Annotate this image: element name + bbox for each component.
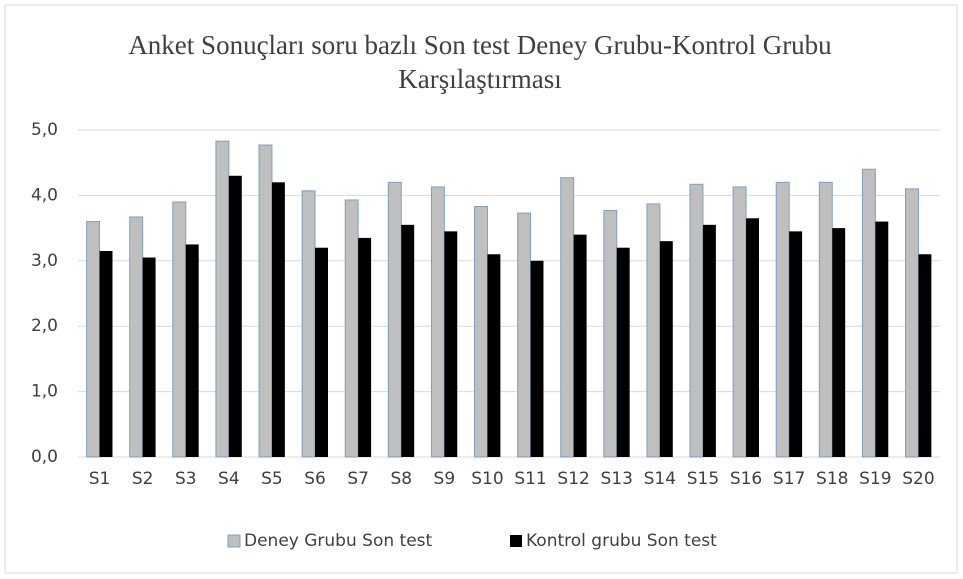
bar bbox=[271, 182, 285, 457]
bar bbox=[646, 203, 661, 458]
bar bbox=[517, 212, 532, 458]
y-tick-label: 1,0 bbox=[31, 382, 58, 402]
bar bbox=[861, 168, 876, 458]
legend-label: Kontrol grubu Son test bbox=[526, 531, 717, 551]
bar bbox=[358, 237, 372, 457]
x-tick-label: S6 bbox=[304, 469, 326, 489]
legend-swatch bbox=[227, 534, 241, 548]
x-tick-label: S19 bbox=[859, 469, 891, 489]
bar bbox=[185, 244, 199, 457]
bar bbox=[702, 224, 716, 457]
bar bbox=[832, 228, 846, 457]
x-tick-label: S18 bbox=[816, 469, 848, 489]
bar bbox=[573, 234, 587, 457]
x-tick-label: S3 bbox=[175, 469, 197, 489]
chart-title: Anket Sonuçları soru bazlı Son test Dene… bbox=[128, 30, 832, 94]
bar bbox=[732, 186, 747, 458]
x-tick-label: S7 bbox=[347, 469, 369, 489]
x-tick-label: S4 bbox=[218, 469, 240, 489]
bar bbox=[474, 206, 488, 458]
bar bbox=[530, 260, 544, 457]
bar bbox=[228, 175, 242, 457]
y-tick-label: 2,0 bbox=[31, 316, 58, 336]
x-tick-label: S14 bbox=[644, 469, 676, 489]
bar bbox=[616, 247, 630, 457]
bar bbox=[129, 216, 144, 458]
bar bbox=[258, 144, 273, 458]
bar bbox=[401, 224, 415, 457]
bar bbox=[746, 218, 759, 457]
y-tick-label: 4,0 bbox=[31, 185, 58, 205]
bar bbox=[789, 231, 803, 457]
bar bbox=[99, 250, 113, 457]
bar bbox=[689, 183, 704, 458]
y-tick-label: 5,0 bbox=[31, 120, 58, 140]
x-tick-label: S12 bbox=[557, 469, 589, 489]
x-tick-label: S8 bbox=[390, 469, 412, 489]
bar bbox=[172, 201, 187, 458]
bar bbox=[142, 257, 156, 457]
y-tick-label: 0,0 bbox=[31, 447, 58, 467]
x-tick-label: S11 bbox=[514, 469, 546, 489]
x-tick-label: S5 bbox=[261, 469, 283, 489]
bar bbox=[560, 177, 575, 458]
bar bbox=[875, 221, 889, 457]
x-tick-label: S17 bbox=[773, 469, 805, 489]
bar bbox=[315, 247, 328, 457]
x-tick-label: S9 bbox=[434, 469, 456, 489]
bar bbox=[344, 199, 359, 458]
bar bbox=[86, 221, 101, 458]
y-tick-label: 3,0 bbox=[31, 251, 58, 271]
bar bbox=[387, 181, 402, 458]
x-tick-label: S1 bbox=[89, 469, 111, 489]
bar bbox=[430, 186, 445, 458]
legend-label: Deney Grubu Son test bbox=[244, 531, 433, 551]
bar bbox=[301, 190, 316, 458]
bar bbox=[487, 254, 501, 457]
x-tick-label: S16 bbox=[730, 469, 762, 489]
bar bbox=[659, 241, 673, 457]
x-tick-label: S15 bbox=[687, 469, 719, 489]
x-tick-label: S13 bbox=[601, 469, 633, 489]
bar bbox=[918, 254, 932, 457]
bar bbox=[215, 140, 230, 458]
x-tick-label: S20 bbox=[902, 469, 934, 489]
bar bbox=[603, 209, 618, 458]
x-tick-label: S10 bbox=[471, 469, 503, 489]
bar bbox=[818, 181, 833, 458]
bar bbox=[905, 188, 919, 458]
chart-border bbox=[4, 4, 958, 574]
bar bbox=[775, 181, 790, 458]
x-tick-label: S2 bbox=[132, 469, 154, 489]
bar bbox=[444, 231, 458, 457]
legend-swatch bbox=[510, 535, 522, 547]
